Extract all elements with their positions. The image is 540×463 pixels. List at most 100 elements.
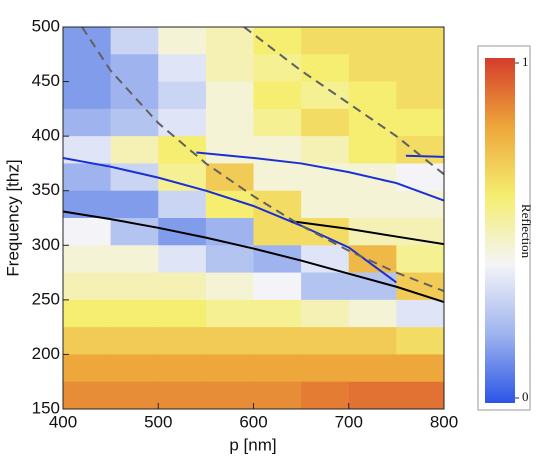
heat-cell	[348, 190, 397, 219]
heat-cell	[110, 218, 159, 246]
y-tick-label: 150	[32, 398, 60, 417]
heat-cell	[396, 218, 444, 246]
heat-cell	[158, 27, 207, 55]
heat-cell	[205, 381, 254, 409]
heat-cell	[253, 190, 302, 219]
heat-cell	[348, 27, 397, 55]
heat-cell	[301, 245, 350, 274]
x-tick-label: 600	[239, 412, 267, 431]
heat-cell	[301, 81, 350, 110]
colorbar	[485, 58, 515, 403]
heat-cell	[110, 81, 159, 110]
heat-cell	[253, 81, 302, 110]
heat-cell	[205, 81, 254, 110]
heat-cell	[396, 354, 444, 383]
heat-cell	[110, 190, 159, 219]
y-tick-label: 300	[32, 235, 60, 254]
heat-cell	[396, 245, 444, 274]
heat-cell	[110, 272, 159, 301]
curve	[63, 210, 444, 303]
heat-cell	[158, 354, 207, 383]
heat-cell	[63, 354, 112, 383]
heat-cell	[205, 327, 254, 355]
heat-cell	[158, 245, 207, 274]
heat-cell	[348, 327, 397, 355]
heat-cell	[301, 218, 350, 246]
x-axis-label: p [nm]	[229, 435, 276, 454]
heat-cell	[301, 136, 350, 164]
heat-cell	[158, 299, 207, 328]
heat-cell	[158, 190, 207, 219]
y-tick-label: 200	[32, 344, 60, 363]
heat-cell	[63, 190, 112, 219]
colorbar-label: Reflection	[519, 204, 534, 259]
heat-cell	[205, 299, 254, 328]
x-tick-label: 500	[144, 412, 172, 431]
heat-cell	[205, 27, 254, 55]
heat-cell	[348, 136, 397, 164]
heat-cell	[396, 381, 444, 409]
heat-cell	[253, 272, 302, 301]
heat-cell	[63, 81, 112, 110]
heat-cell	[205, 163, 254, 192]
heat-cell	[63, 54, 112, 83]
heat-cell	[253, 108, 302, 137]
heat-cell	[348, 354, 397, 383]
heat-cell	[396, 136, 444, 164]
heat-cell	[396, 54, 444, 83]
heat-cell	[301, 272, 350, 301]
heat-cell	[348, 381, 397, 409]
heat-cell	[158, 163, 207, 192]
y-tick-label: 250	[32, 289, 60, 308]
heat-cell	[301, 354, 350, 383]
curve	[81, 27, 444, 293]
x-tick-label: 400	[49, 412, 77, 431]
heat-cell	[253, 354, 302, 383]
heat-cell	[348, 108, 397, 137]
heat-cell	[110, 54, 159, 83]
curve	[405, 154, 444, 158]
heat-cell	[396, 299, 444, 328]
heat-cell	[63, 218, 112, 246]
curve	[243, 27, 444, 176]
heat-cell	[158, 381, 207, 409]
heat-cell	[301, 108, 350, 137]
heat-cell	[396, 27, 444, 55]
heat-cell	[301, 299, 350, 328]
heat-cell	[253, 299, 302, 328]
heat-cell	[253, 163, 302, 192]
heat-cell	[301, 54, 350, 83]
heat-cell	[158, 327, 207, 355]
heat-cell	[110, 327, 159, 355]
heat-cell	[63, 245, 112, 274]
heat-cell	[301, 27, 350, 55]
heat-cell	[253, 327, 302, 355]
heat-cell	[396, 108, 444, 137]
heat-cell	[253, 381, 302, 409]
heat-cell	[63, 272, 112, 301]
heat-cell	[396, 272, 444, 301]
heat-cell	[205, 272, 254, 301]
heat-cell	[396, 163, 444, 192]
heat-cell	[63, 108, 112, 137]
heat-cell	[396, 81, 444, 110]
heat-cell	[158, 54, 207, 83]
x-tick-label: 800	[430, 412, 458, 431]
heat-cell	[205, 245, 254, 274]
y-tick-label: 400	[32, 126, 60, 145]
heat-cell	[110, 381, 159, 409]
heat-cell	[301, 327, 350, 355]
curve	[291, 220, 444, 246]
y-tick-label: 450	[32, 71, 60, 90]
heat-cell	[348, 81, 397, 110]
heat-cell	[63, 299, 112, 328]
heat-cell	[205, 136, 254, 164]
heat-cell	[158, 81, 207, 110]
heat-cell	[110, 27, 159, 55]
x-tick-label: 700	[335, 412, 363, 431]
y-axis-label: Frequency [thz]	[3, 159, 22, 276]
colorbar-tick-label: 1	[522, 54, 529, 69]
heat-cell	[63, 381, 112, 409]
heat-cell	[301, 381, 350, 409]
heat-cell	[110, 136, 159, 164]
